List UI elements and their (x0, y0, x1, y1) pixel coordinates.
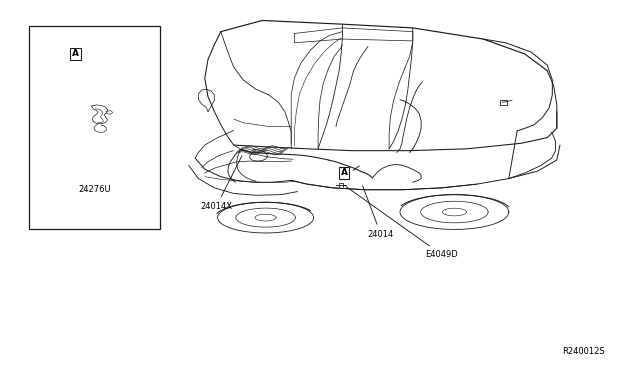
Bar (500, 100, 507, 105)
Text: R240012S: R240012S (562, 347, 605, 356)
Text: E4049D: E4049D (346, 186, 458, 259)
Text: A: A (341, 169, 348, 177)
Text: A: A (72, 49, 79, 58)
Bar (29, 26, 160, 229)
Text: 24276U: 24276U (79, 185, 111, 194)
Text: 24014X: 24014X (200, 156, 242, 211)
Text: 24014: 24014 (363, 186, 394, 239)
